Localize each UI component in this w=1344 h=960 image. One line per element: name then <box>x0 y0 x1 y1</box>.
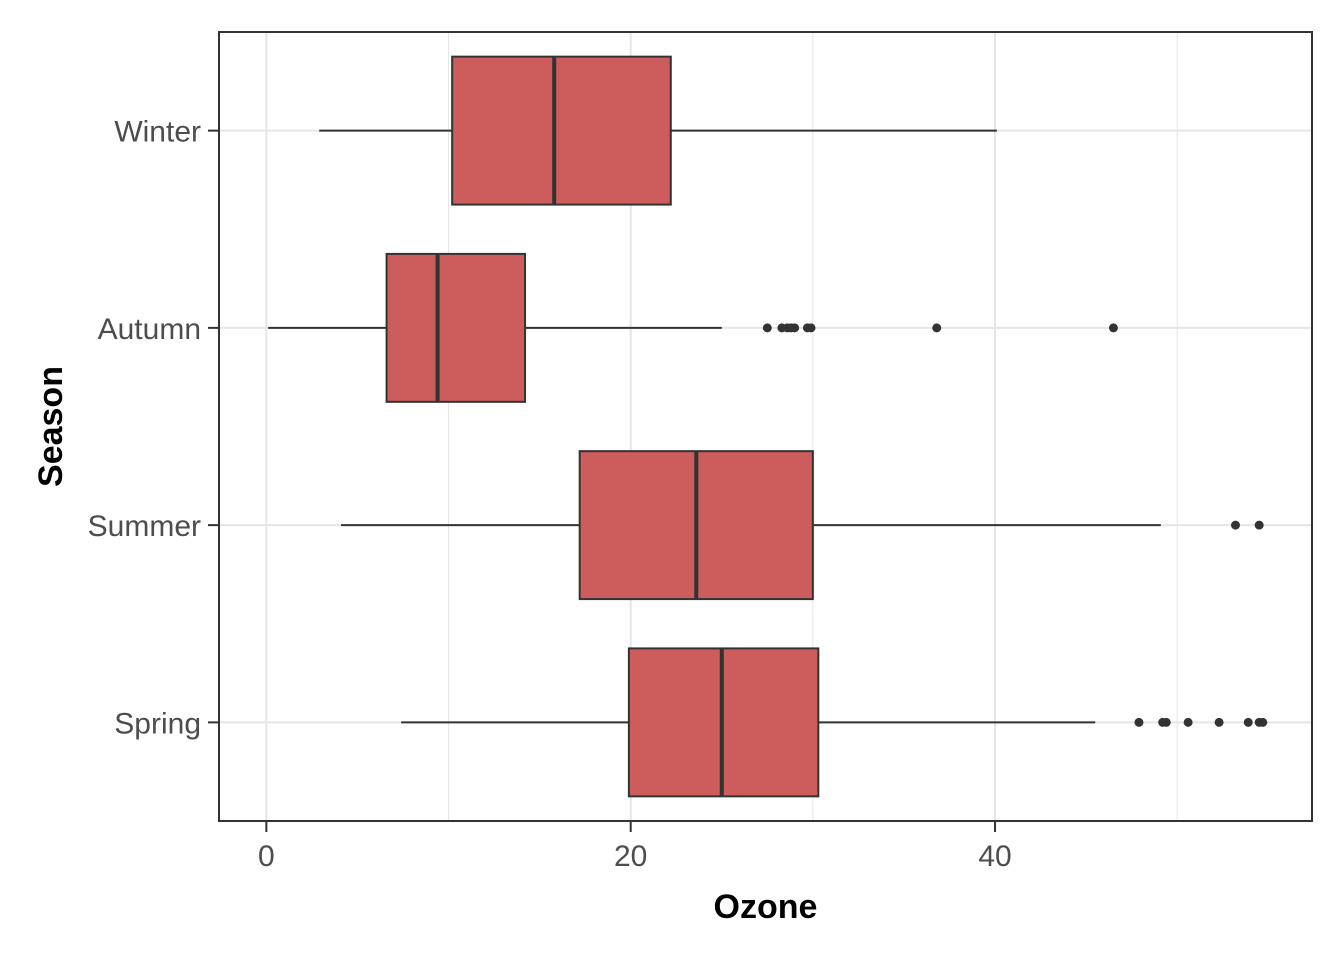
outlier-point <box>1258 717 1268 727</box>
outlier-point <box>790 323 800 333</box>
outlier-point <box>1134 717 1144 727</box>
outlier-point <box>932 323 942 333</box>
y-tick-label: Spring <box>114 707 201 740</box>
outlier-point <box>1243 717 1253 727</box>
x-tick-label: 20 <box>614 840 647 873</box>
outlier-point <box>1183 717 1193 727</box>
outlier-point <box>1214 717 1224 727</box>
y-tick-label: Winter <box>114 116 201 149</box>
boxplot-winter <box>319 55 997 206</box>
boxplot-summer <box>341 450 1264 601</box>
iqr-box <box>451 55 672 206</box>
y-tick-label: Summer <box>88 510 201 543</box>
outlier-point <box>1108 323 1118 333</box>
outlier-point <box>762 323 772 333</box>
axes: Winter Autumn Summer Spring 0 20 40 <box>88 116 1012 873</box>
x-tick-label: 0 <box>258 840 275 873</box>
x-tick-label: 40 <box>978 840 1011 873</box>
panel-border <box>218 31 1313 822</box>
boxplots <box>268 55 1268 798</box>
outlier-point <box>1161 717 1171 727</box>
outlier-point <box>806 323 816 333</box>
y-tick-label: Autumn <box>98 313 201 346</box>
boxplot-autumn <box>268 252 1118 403</box>
boxplot-spring <box>401 647 1268 798</box>
iqr-box <box>385 252 527 403</box>
y-axis-title: Season <box>32 366 70 487</box>
outlier-point <box>1230 520 1240 530</box>
x-axis-title: Ozone <box>714 888 818 926</box>
outlier-point <box>1254 520 1264 530</box>
